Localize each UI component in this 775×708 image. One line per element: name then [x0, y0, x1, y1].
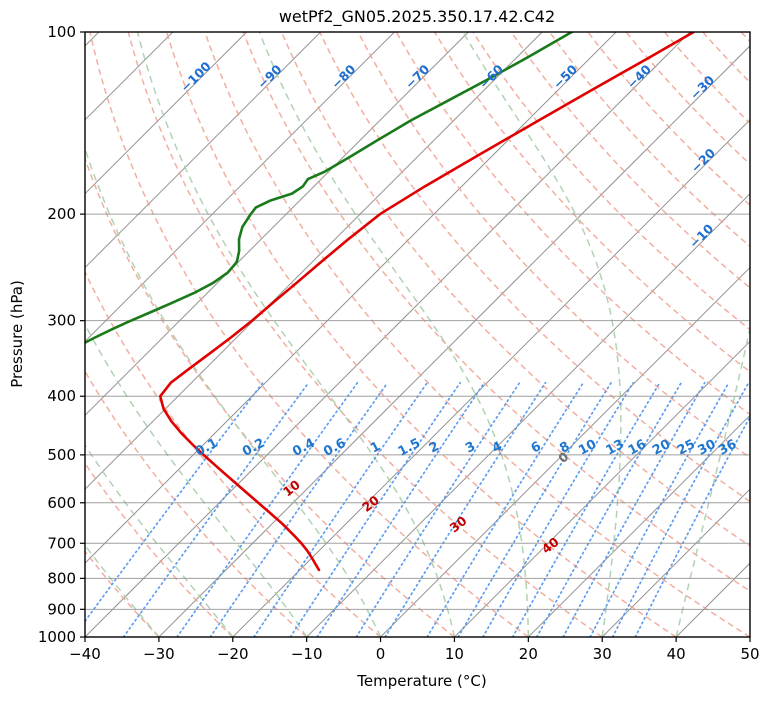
mixing-ratio-line	[122, 381, 310, 637]
mixing-ratio-line	[589, 381, 730, 637]
y-tick-label: 500	[47, 446, 76, 464]
y-tick-label: 800	[47, 569, 76, 587]
mixing-ratio-line	[482, 381, 634, 637]
mixing-ratio-line	[511, 381, 661, 637]
mixing-ratio-line	[253, 381, 429, 637]
mixing-ratio-line	[289, 381, 461, 637]
dry-adiabat-line	[127, 32, 603, 637]
mixing-ratio-line	[209, 381, 389, 637]
plot-border	[84, 31, 751, 638]
axis-ticks: −40 −30 −20 −10 0 10 20 30 40 50 100 200 300 400 500 60…	[38, 23, 760, 663]
dry-adiabat-line	[85, 156, 455, 637]
moist-adiabat-line	[85, 146, 382, 637]
x-tick-label: −10	[291, 645, 323, 663]
x-tick-label: −30	[143, 645, 175, 663]
page-title: wetPf2_GN05.2025.350.17.42.C42	[279, 7, 555, 27]
background-gridlines	[85, 32, 750, 637]
dry-adiabat-line	[280, 32, 750, 547]
isotherm-line	[85, 32, 469, 417]
x-tick-label: −20	[217, 645, 249, 663]
y-tick-label: 400	[47, 387, 76, 405]
temperature-profile	[158, 32, 695, 572]
dry-adiabat-line	[357, 32, 750, 459]
moist-adiabat-line	[462, 32, 622, 637]
moist-adiabat-line	[85, 443, 234, 637]
mixing-ratio-label: 16	[626, 437, 649, 459]
isotherm-line	[306, 192, 750, 637]
dry-adiabat-line	[89, 32, 529, 637]
moist-adiabat-line	[85, 322, 308, 637]
mixing-ratio-line	[355, 381, 521, 637]
y-tick-label: 1000	[38, 628, 76, 646]
mixing-ratio-label: 13	[604, 437, 627, 459]
mixing-ratio-label: 30	[695, 437, 718, 459]
mixing-ratio-label: 10	[576, 437, 599, 459]
y-tick-label: 600	[47, 494, 76, 512]
isotherm-line	[527, 414, 750, 637]
isotherm-line	[85, 32, 321, 269]
isotherm-line	[85, 32, 248, 195]
isotherm-line	[601, 488, 750, 637]
isotherm-line	[85, 32, 543, 490]
y-tick-label: 900	[47, 600, 76, 618]
mixing-ratio-line	[85, 381, 264, 623]
y-tick-label: 700	[47, 534, 76, 552]
x-tick-label: 10	[445, 645, 464, 663]
mixing-ratio-line	[535, 381, 683, 637]
dry-adiabat-line	[85, 369, 308, 637]
dry-adiabat-line	[165, 32, 677, 637]
y-tick-label: 200	[47, 205, 76, 223]
isotherm-line	[158, 45, 750, 637]
x-axis-title: Temperature (°C)	[356, 672, 486, 690]
y-axis-title: Pressure (hPa)	[8, 280, 26, 388]
x-tick-label: 20	[519, 645, 538, 663]
mixing-ratio-line	[384, 381, 547, 637]
x-tick-label: 40	[667, 645, 686, 663]
mixing-ratio-label: 20	[650, 437, 673, 459]
x-tick-label: −40	[69, 645, 101, 663]
mixing-ratio-label: 25	[675, 437, 698, 459]
dry-adiabat-line	[434, 32, 750, 373]
dry-adiabat-line	[319, 32, 750, 503]
x-tick-label: 50	[740, 645, 759, 663]
moist-adiabat-line	[675, 324, 750, 637]
moist-adiabat-line	[136, 32, 456, 637]
isotherm-line	[380, 266, 750, 637]
isotherm-line	[454, 340, 750, 637]
mixing-ratio-line	[316, 381, 486, 637]
mixing-ratio-label: 36	[716, 437, 739, 459]
dry-adiabat-line	[395, 32, 750, 416]
dry-adiabat-line	[510, 32, 750, 289]
y-tick-label: 300	[47, 312, 76, 330]
moist-adiabat-line	[258, 32, 530, 637]
x-tick-label: 0	[376, 645, 386, 663]
dry-adiabat-line	[242, 32, 750, 592]
mixing-ratio-line	[634, 415, 750, 637]
y-tick-label: 100	[47, 23, 76, 41]
isotherm-line	[85, 32, 395, 343]
mixing-ratio-line	[176, 381, 359, 637]
sounding-profiles	[85, 32, 695, 572]
x-tick-label: 30	[593, 645, 612, 663]
dewpoint-profile	[85, 32, 574, 345]
mixing-ratio-line	[611, 381, 750, 637]
isotherm-line	[232, 119, 750, 637]
dry-adiabat-line	[472, 32, 750, 331]
mixing-ratio-line	[562, 381, 706, 637]
